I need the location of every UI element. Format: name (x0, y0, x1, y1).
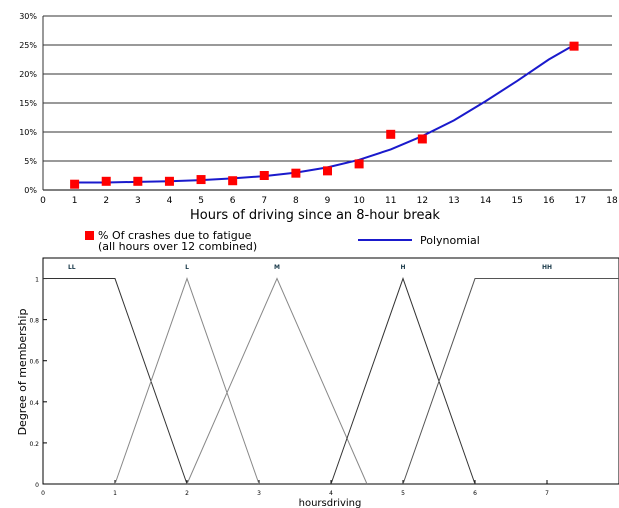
data-point (386, 129, 396, 139)
y-axis-ticks: 0 0.2 0.4 0.6 0.8 1 (29, 277, 39, 489)
x-tick-label: 1 (72, 196, 78, 206)
x-tick-label: 18 (606, 196, 618, 206)
x-tick-label: 5 (401, 490, 405, 497)
y-tick-label: 0.4 (29, 400, 39, 407)
data-point (228, 176, 238, 186)
data-point (569, 41, 579, 51)
y-tick-label: 0.2 (29, 441, 39, 448)
x-tick-label: 0 (41, 490, 45, 497)
y-tick-label: 30% (19, 12, 37, 21)
legend-label-polynomial: Polynomial (420, 234, 480, 247)
y-tick-label: 20% (19, 70, 37, 79)
membership-label-hh: HH (542, 264, 552, 271)
x-tick-label: 16 (543, 196, 555, 206)
x-axis-label: hoursdriving (299, 498, 362, 508)
x-tick-label: 10 (353, 196, 365, 206)
x-tick-label: 7 (261, 196, 267, 206)
plot-frame (42, 257, 619, 485)
y-tick-label: 15% (19, 99, 37, 108)
x-tick-label: 12 (417, 196, 428, 206)
x-tick-label: 17 (575, 196, 586, 206)
membership-curve-l (114, 277, 260, 485)
data-point (133, 176, 143, 186)
y-axis-label: Degree of membership (16, 309, 29, 436)
fatigue-crash-chart: 0%5%10%15%20%25%30% 0 1 2 3 4 5 6 7 8 9 10 11 12 13 14… (19, 12, 618, 253)
membership-labels: LL L M H HH (68, 264, 552, 271)
x-tick-label: 0 (40, 196, 46, 206)
x-tick-label: 13 (448, 196, 459, 206)
legend: % Of crashes due to fatigue (all hours ov… (85, 229, 480, 253)
x-tick-label: 4 (167, 196, 173, 206)
data-point (417, 134, 427, 144)
data-point (291, 168, 301, 178)
y-tick-label: 1 (35, 277, 39, 284)
x-tick-label: 15 (511, 196, 522, 206)
legend-marker-crashes (85, 231, 94, 240)
y-tick-label: 5% (24, 157, 37, 166)
polynomial-trend-line (74, 44, 575, 184)
x-tick-label: 9 (325, 196, 331, 206)
y-tick-label: 10% (19, 128, 37, 137)
x-tick-label: 5 (198, 196, 204, 206)
membership-label-h: H (400, 264, 405, 271)
x-tick-label: 2 (185, 490, 189, 497)
y-axis-ticks: 0% 5% 10% 15% 20% 25% 30% (19, 12, 37, 195)
x-tick-label: 4 (329, 490, 333, 497)
y-tick-label: 0.8 (29, 318, 39, 325)
y-tick-label: 0% (24, 186, 37, 195)
membership-curve-m (186, 277, 368, 485)
data-point (164, 176, 174, 186)
data-point (101, 176, 111, 186)
x-axis-label: Hours of driving since an 8-hour break (190, 208, 440, 223)
data-point (196, 175, 206, 185)
y-tick-label: 25% (19, 41, 37, 50)
membership-curve-h (330, 277, 476, 485)
x-tick-label: 8 (293, 196, 299, 206)
x-axis-ticks: 0 1 2 3 4 5 6 7 8 9 10 11 12 13 14 15 16 17 18 (40, 196, 618, 206)
y-tick-label: 0.6 (29, 359, 39, 366)
x-axis-ticks: 0 1 2 3 4 5 6 7 (41, 490, 549, 497)
x-tick-label: 7 (545, 490, 549, 497)
data-point (259, 171, 269, 180)
x-tick-label: 14 (480, 196, 492, 206)
x-tick-label: 6 (473, 490, 477, 497)
data-point (323, 166, 332, 176)
x-tick-label: 3 (257, 490, 261, 497)
membership-label-l: L (185, 264, 189, 271)
x-tick-label: 6 (230, 196, 236, 206)
membership-curve-hh (402, 278, 619, 485)
series-layer (70, 41, 579, 189)
membership-curve-ll (43, 278, 188, 485)
membership-label-m: M (274, 264, 280, 271)
grid (42, 15, 612, 191)
legend-label-crashes: % Of crashes due to fatigue (all hours ov… (98, 229, 257, 253)
axes-frame (42, 257, 619, 485)
membership-label-ll: LL (68, 264, 76, 271)
data-point (70, 179, 80, 189)
x-tick-label: 2 (103, 196, 109, 206)
x-tick-label: 3 (135, 196, 141, 206)
series-layer (43, 277, 619, 485)
data-point (354, 159, 364, 169)
y-tick-label: 0 (35, 482, 39, 489)
x-tick-label: 1 (113, 490, 117, 497)
x-tick-label: 11 (385, 196, 396, 206)
